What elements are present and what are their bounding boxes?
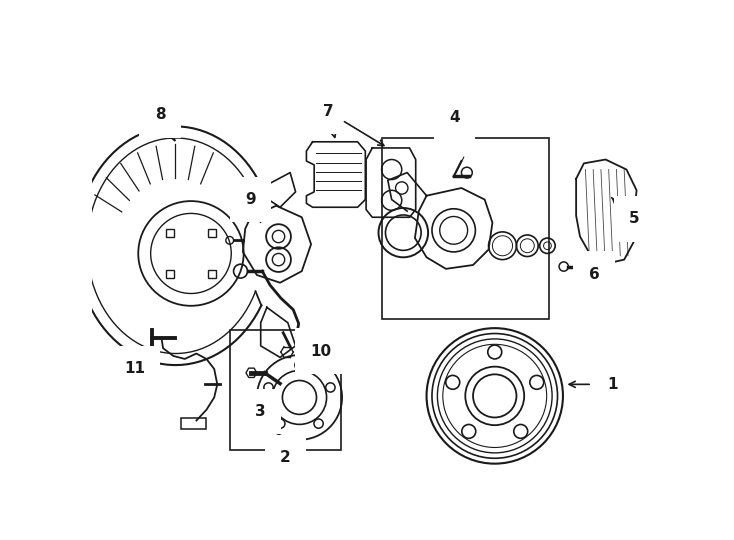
- Text: 4: 4: [449, 110, 459, 125]
- Text: 1: 1: [569, 377, 618, 392]
- Bar: [382, 138, 549, 319]
- Bar: [208, 229, 216, 237]
- Text: 2: 2: [280, 450, 291, 465]
- Text: 6: 6: [578, 267, 600, 282]
- Text: 5: 5: [611, 198, 639, 226]
- Bar: [166, 271, 174, 278]
- Text: 7: 7: [323, 104, 336, 138]
- Text: 3: 3: [255, 399, 275, 419]
- Text: 10: 10: [302, 339, 331, 359]
- Bar: [166, 229, 174, 237]
- Bar: [181, 418, 206, 429]
- Bar: [208, 271, 216, 278]
- Bar: [230, 330, 341, 450]
- Text: 11: 11: [124, 361, 148, 376]
- Text: 9: 9: [245, 192, 261, 222]
- Text: 8: 8: [155, 107, 175, 140]
